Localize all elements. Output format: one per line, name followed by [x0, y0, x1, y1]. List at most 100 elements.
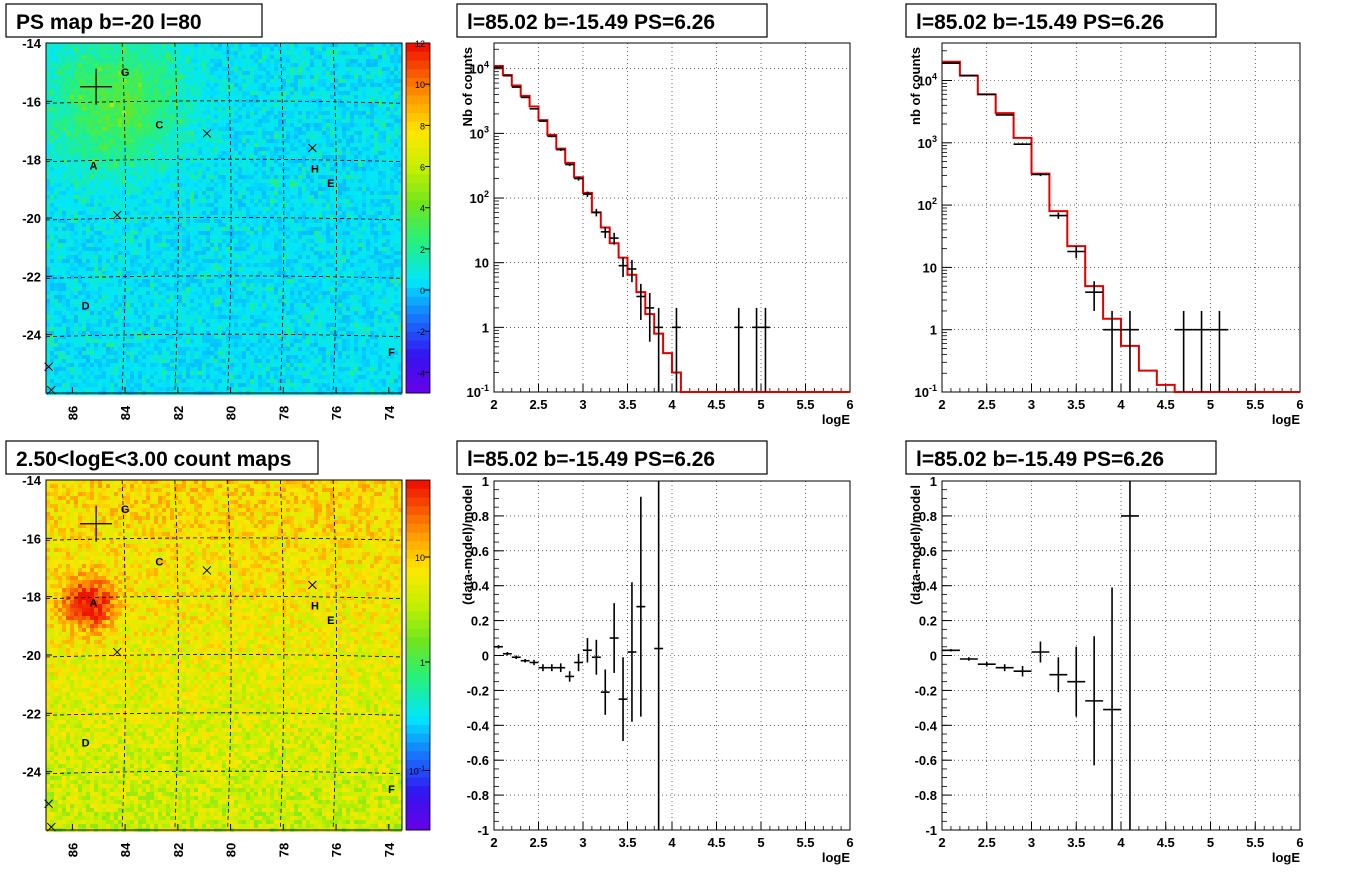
cross-marker-4 — [46, 385, 56, 395]
source-label-C: C — [155, 120, 163, 132]
title-residual-2: l=85.02 b=-15.49 PS=6.26 — [905, 440, 1217, 475]
plot-3-point-3 — [995, 114, 1014, 116]
plot-2-grid — [493, 43, 851, 393]
skymap-1-xlabel-1: 84 — [118, 842, 133, 857]
skymap-1-xlabel-0: 86 — [65, 843, 80, 857]
plot-2-point-14 — [618, 257, 628, 278]
colorbar-0-label-0: 12 — [415, 39, 425, 49]
source-label-A: A — [89, 598, 97, 610]
cross-marker-1 — [307, 143, 317, 153]
plot-2-point-12 — [600, 226, 610, 239]
plot-2-point-13 — [609, 232, 619, 245]
skymap-1-ylabel-1: -16 — [22, 531, 41, 546]
plot-5-point-5 — [1031, 641, 1050, 663]
plot-2-point-4 — [529, 108, 539, 110]
skymap-1-xlabel-4: 78 — [276, 843, 291, 857]
big-cross-marker — [80, 505, 113, 542]
plot-4-ylabel-10: -1 — [477, 823, 489, 838]
skymap-0-ylabel-4: -22 — [22, 269, 41, 284]
plot-4-xlabel-8: 6 — [846, 835, 853, 850]
plot-3-point-6 — [1049, 212, 1068, 219]
plot-5-ylabel-9: -0.8 — [915, 788, 937, 803]
plot-3-xlabel-8: 6 — [1296, 397, 1303, 412]
title-residual-2-box — [905, 440, 1217, 475]
plot-2-xlabel-5: 4.5 — [707, 397, 725, 412]
cross-marker-1 — [307, 580, 317, 590]
plot-2-point-7 — [556, 148, 566, 151]
plot-4-xlabel-5: 4.5 — [707, 835, 725, 850]
skymap-1-grid — [45, 479, 403, 831]
source-label-F: F — [388, 347, 395, 359]
plot-2-point-5 — [538, 120, 548, 122]
skymap-0-xlabel-2: 82 — [171, 406, 186, 420]
skymap-0-ylabel-0: -14 — [22, 36, 42, 51]
plot-2-xlabel-3: 3.5 — [618, 397, 636, 412]
colorbar-0-label-3: 6 — [420, 163, 425, 173]
colorbar-0-label-5: 2 — [420, 245, 425, 255]
source-label-A: A — [89, 161, 97, 173]
plot-4-point-14 — [618, 657, 628, 742]
plot-5-ylabel-1: 0.8 — [919, 509, 937, 524]
plot-5-point-2 — [977, 661, 996, 667]
skymap-1-ylabel-4: -22 — [22, 706, 41, 721]
cross-marker-3 — [44, 362, 53, 372]
plot-5-ylabel-3: 0.4 — [919, 579, 938, 594]
source-label-F: F — [388, 784, 395, 796]
plot-5-xlabel-8: 6 — [1296, 835, 1303, 850]
plot-3-xlabel-0: 2 — [938, 397, 945, 412]
plot-3-ylabel-2: 10 — [923, 260, 937, 275]
plot-5-xlabel-0: 2 — [938, 835, 945, 850]
plot-4-xlabel-2: 3 — [579, 835, 586, 850]
plot-3-point-12 — [1192, 310, 1211, 392]
plot-3-xlabel-6: 5 — [1207, 397, 1214, 412]
plot-5-ylabel-6: -0.2 — [915, 683, 937, 698]
plot-3-point-4 — [1013, 143, 1032, 146]
plot-3-ylabel-0: 10-1 — [915, 383, 937, 400]
plot-4-point-10 — [583, 638, 592, 663]
title-spectrum-1-box — [456, 3, 768, 38]
plot-4-ylabel-7: -0.4 — [467, 718, 490, 733]
plot-2-xaxis-label: logE — [822, 412, 850, 427]
skymap-1-ylabel-2: -18 — [22, 590, 41, 605]
plot-2-point-6 — [547, 135, 557, 138]
title-spectrum-1: l=85.02 b=-15.49 PS=6.26 — [456, 3, 768, 38]
plot-3: 2 2.5 3 3.5 4 4.5 5 5.5 6 10-1 1 10 102 103 104 logE nb … — [908, 42, 1304, 427]
plot-5-point-6 — [1049, 657, 1068, 693]
plot-4-xaxis-label: logE — [822, 850, 850, 865]
plot-4-ylabel-1: 0.8 — [471, 509, 489, 524]
colorbar-0-label-4: 4 — [420, 204, 425, 214]
plot-5-point-9 — [1103, 587, 1121, 830]
colorbar-1-frame — [405, 479, 431, 831]
source-label-D: D — [82, 301, 90, 313]
skymap-1-xlabel-3: 80 — [224, 843, 239, 857]
cross-marker-2 — [112, 210, 122, 220]
colorbar-0-label-7: -2 — [417, 327, 425, 337]
source-label-C: C — [155, 557, 163, 569]
plot-2-xlabel-2: 3 — [579, 397, 586, 412]
plot-5-point-10 — [1121, 481, 1139, 830]
title-count-map: 2.50<logE<3.00 count maps — [5, 440, 319, 475]
skymap-0-xlabel-5: 76 — [329, 406, 344, 420]
plot-5-ylabel-2: 0.6 — [919, 544, 937, 559]
plot-3-point-7 — [1067, 246, 1086, 259]
plot-5-ylabel-8: -0.6 — [915, 753, 937, 768]
colorbar-1-label-2: 10-1 — [409, 766, 425, 777]
plot-4-point-4 — [529, 659, 539, 666]
plot-4-point-17 — [654, 481, 664, 830]
plot-5-xlabel-2: 3 — [1028, 835, 1035, 850]
plot-3-xlabel-7: 5.5 — [1246, 397, 1264, 412]
skymap-1-ylabel-5: -24 — [22, 765, 42, 780]
colorbar-0-label-1: 10 — [415, 80, 425, 90]
plot-5-yaxis-label: (data-model)/model — [908, 485, 923, 605]
title-count-map-box — [5, 440, 319, 475]
plot-3-ylabel-3: 102 — [918, 196, 937, 213]
plot-4-ylabel-9: -0.8 — [467, 788, 489, 803]
skymap-0-xlabel-3: 80 — [224, 406, 239, 420]
colorbar-0-label-2: 8 — [420, 121, 425, 131]
plot-5-xaxis-label: logE — [1272, 850, 1300, 865]
skymap-0-ylabel-1: -16 — [22, 94, 41, 109]
plot-2-xlabel-4: 4 — [668, 397, 676, 412]
plot-4-point-3 — [520, 658, 530, 663]
